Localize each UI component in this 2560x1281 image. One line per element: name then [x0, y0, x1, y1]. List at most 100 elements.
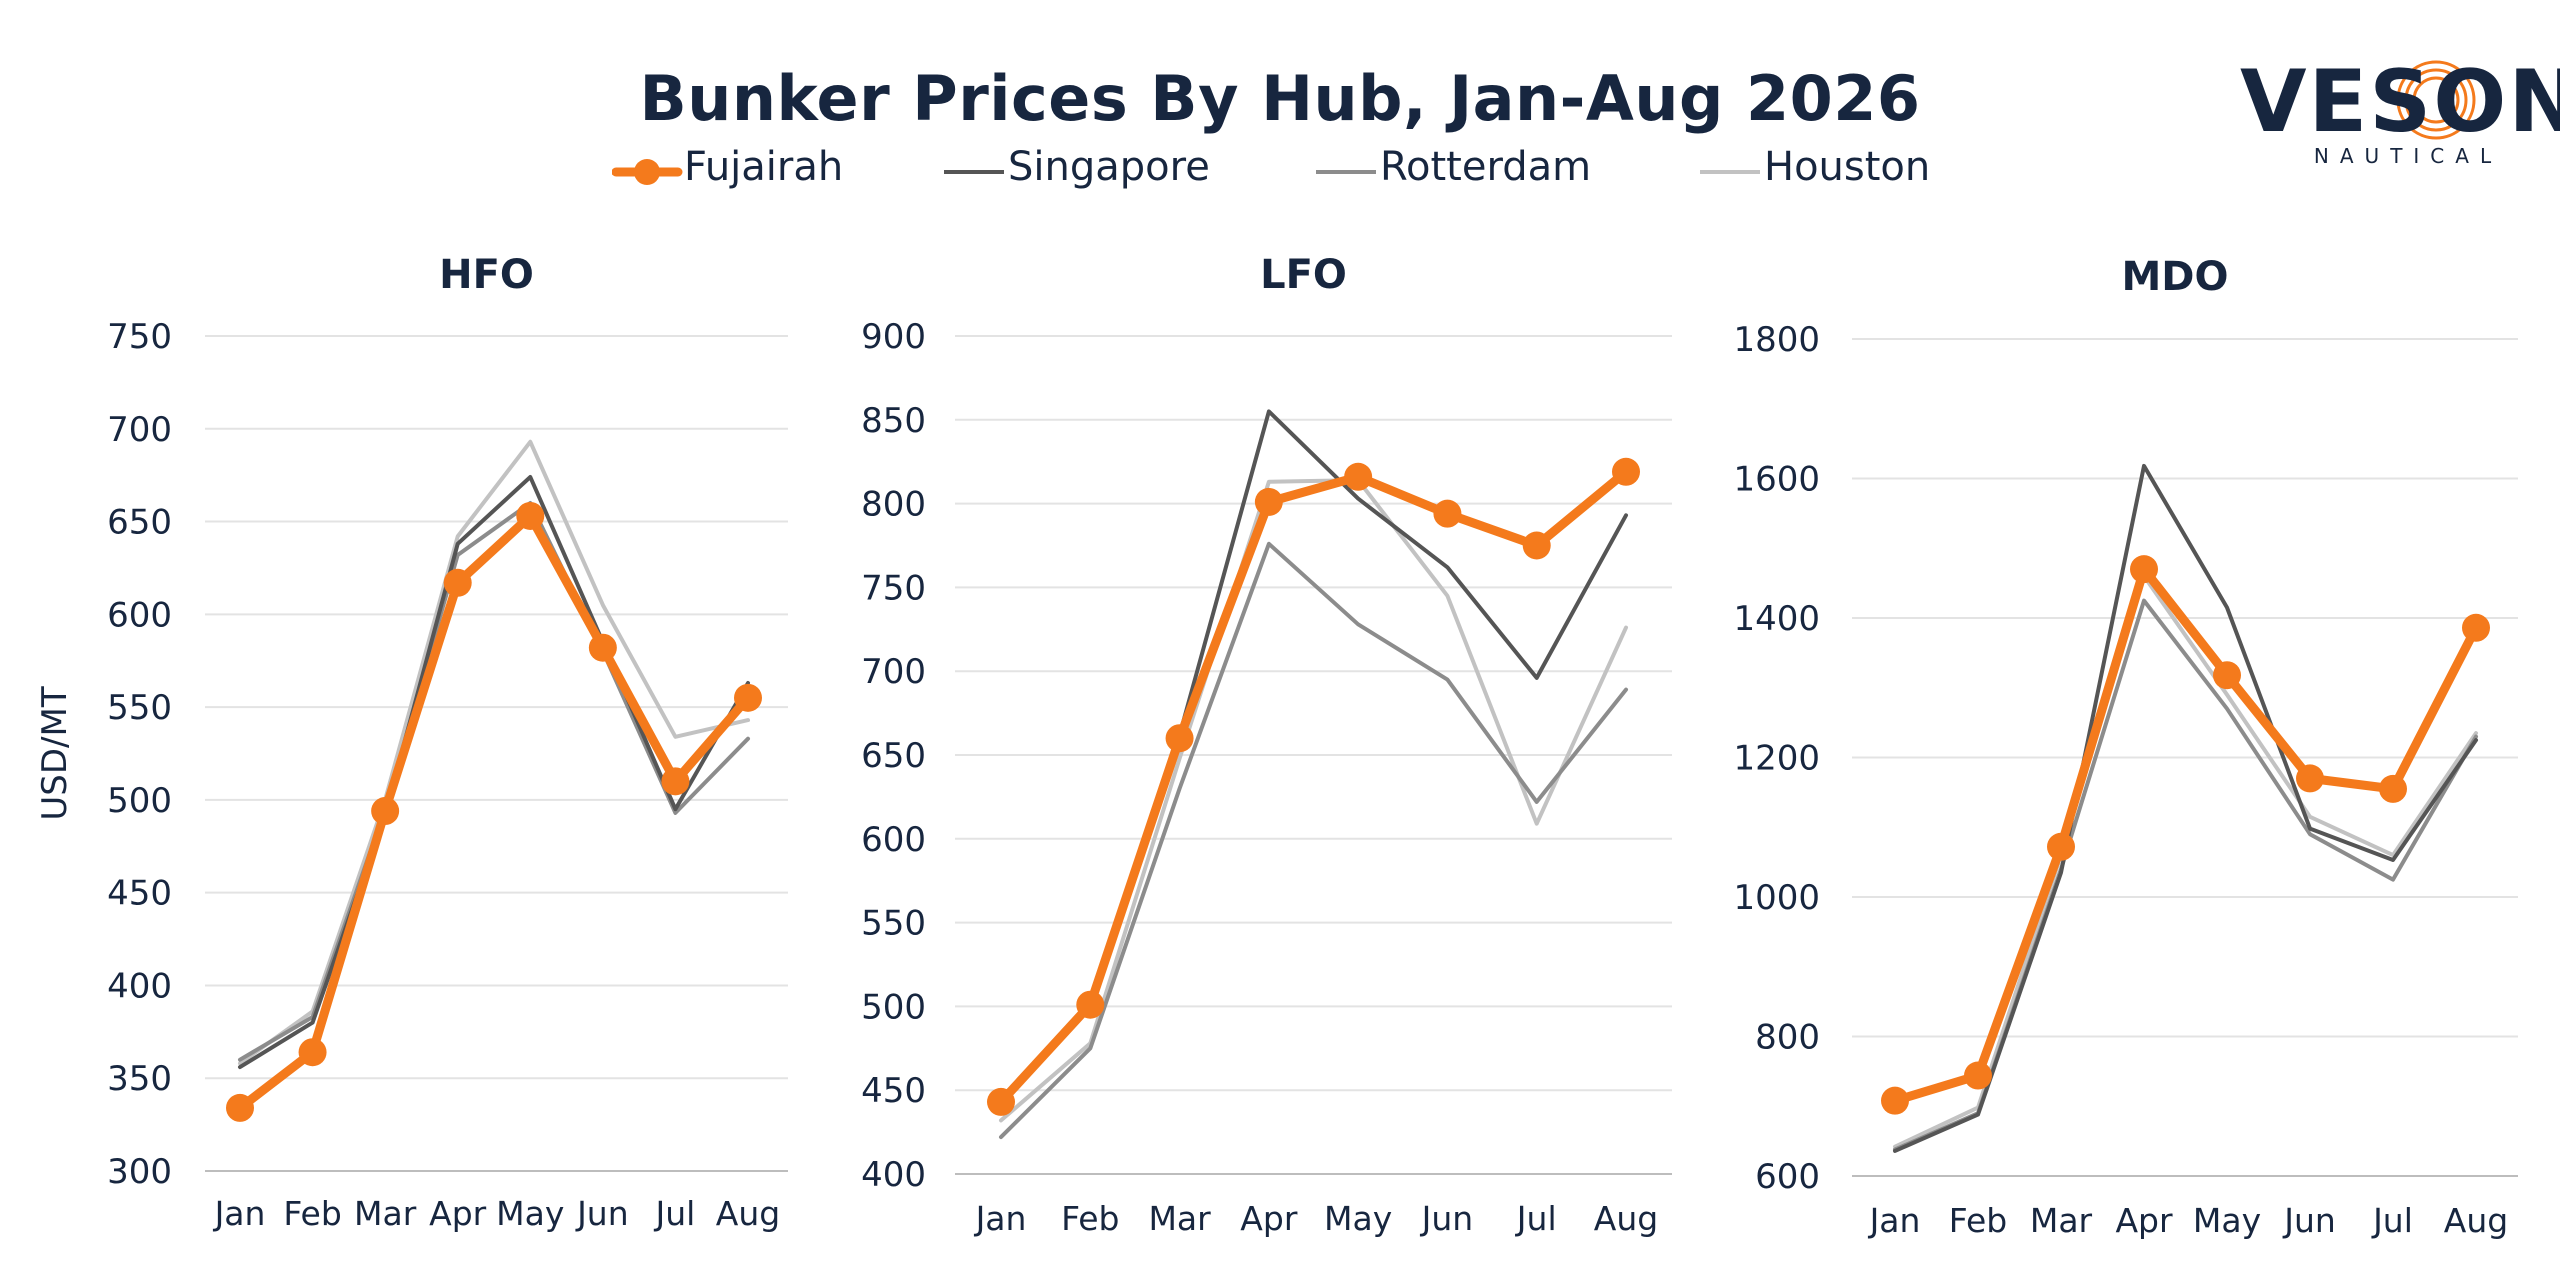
- y-tick-label: 400: [861, 1155, 926, 1195]
- data-point-fujairah: [1254, 487, 1283, 516]
- y-tick-label: 700: [861, 652, 926, 692]
- legend-marker-houston: [1700, 170, 1760, 174]
- panel-title-lfo: LFO: [1260, 252, 1347, 298]
- x-tick-label: Jun: [1420, 1199, 1474, 1238]
- series-line-fujairah: [235, 511, 753, 1113]
- data-point-fujairah: [1344, 462, 1373, 491]
- y-tick-label: 350: [107, 1059, 172, 1099]
- logo-ring-icon: [2396, 60, 2476, 140]
- series-line-houston: [1893, 574, 2478, 1149]
- panel-title-hfo: HFO: [439, 252, 534, 298]
- y-tick-label: 600: [107, 595, 172, 635]
- data-point-fujairah: [2379, 774, 2407, 803]
- x-tick-label: May: [2193, 1201, 2261, 1240]
- data-point-fujairah: [371, 797, 400, 826]
- series-line-houston: [238, 439, 750, 1066]
- veson-logo: VESON NAUTICAL: [2240, 52, 2560, 172]
- x-tick-label: Mar: [1148, 1199, 1211, 1238]
- y-tick-label: 850: [861, 401, 926, 441]
- logo-word: VESON: [2240, 52, 2560, 152]
- legend-label-rotterdam: Rotterdam: [1380, 144, 1592, 190]
- x-tick-label: Apr: [1240, 1199, 1298, 1238]
- data-point-fujairah: [588, 633, 617, 662]
- y-tick-label: 750: [861, 568, 926, 608]
- y-tick-label: 800: [1755, 1018, 1820, 1058]
- y-tick-label: 1400: [1733, 599, 1820, 639]
- y-tick-label: 550: [107, 688, 172, 728]
- x-tick-label: Jun: [575, 1194, 629, 1233]
- data-point-fujairah: [1881, 1086, 1909, 1115]
- data-point-fujairah: [1522, 531, 1551, 560]
- chart-title: Bunker Prices By Hub, Jan-Aug 2026: [639, 62, 1921, 135]
- y-tick-label: 1000: [1733, 878, 1820, 918]
- x-tick-label: Aug: [716, 1194, 780, 1233]
- data-point-fujairah: [1076, 990, 1105, 1019]
- data-point-fujairah: [2296, 764, 2324, 793]
- x-tick-label: Jan: [213, 1194, 266, 1233]
- x-tick-label: Jul: [654, 1194, 696, 1233]
- y-tick-label: 1800: [1733, 320, 1820, 360]
- legend-label-houston: Houston: [1764, 144, 1931, 190]
- x-tick-label: Jan: [1868, 1201, 1921, 1240]
- chart-panel-lfo: 400 450 500 550 600 650 700 750 800 850 900 Jan Feb M…: [861, 252, 1672, 1238]
- y-tick-label: 650: [861, 736, 926, 776]
- data-point-fujairah: [1612, 457, 1640, 486]
- series-line-fujairah: [996, 467, 1631, 1107]
- data-point-fujairah: [298, 1038, 327, 1067]
- y-tick-label: 750: [107, 317, 172, 357]
- data-point-fujairah: [987, 1087, 1015, 1116]
- legend-marker-fujairah: [612, 159, 683, 185]
- data-point-fujairah: [2047, 832, 2075, 861]
- logo-subtitle: NAUTICAL: [2313, 144, 2503, 168]
- y-tick-label: 300: [107, 1152, 172, 1192]
- data-point-fujairah: [2213, 661, 2241, 690]
- data-point-fujairah: [2462, 613, 2490, 642]
- y-tick-label: 450: [107, 874, 172, 914]
- legend: Fujairah Singapore Rotterdam Houston: [0, 140, 2560, 200]
- panel-title-mdo: MDO: [2121, 254, 2228, 300]
- x-tick-label: May: [1324, 1199, 1392, 1238]
- legend-label-fujairah: Fujairah: [684, 144, 844, 190]
- y-tick-label: 450: [861, 1071, 926, 1111]
- data-point-fujairah: [734, 683, 762, 712]
- y-tick-label: 500: [107, 781, 172, 821]
- x-tick-label: Jul: [2371, 1201, 2413, 1240]
- x-tick-label: Mar: [354, 1194, 417, 1233]
- series-line-singapore: [1893, 463, 2478, 1153]
- y-tick-label: 500: [861, 987, 926, 1027]
- x-tick-label: Mar: [2030, 1201, 2093, 1240]
- y-tick-label: 800: [861, 485, 926, 525]
- data-point-fujairah: [1964, 1061, 1992, 1090]
- series-line-rotterdam: [999, 541, 1628, 1140]
- x-tick-label: Feb: [283, 1194, 341, 1233]
- x-tick-label: Feb: [1061, 1199, 1119, 1238]
- x-tick-label: Jan: [974, 1199, 1027, 1238]
- x-tick-label: Aug: [2444, 1201, 2508, 1240]
- legend-marker-rotterdam: [1316, 170, 1376, 174]
- chart-panel-hfo: 300 350 400 450 500 550 600 650 700 750 Jan Feb Mar A…: [35, 252, 788, 1233]
- data-point-fujairah: [1165, 724, 1194, 753]
- data-point-fujairah: [226, 1093, 254, 1122]
- y-tick-label: 900: [861, 317, 926, 357]
- data-point-fujairah: [516, 501, 545, 530]
- x-tick-label: Jun: [2282, 1201, 2336, 1240]
- y-tick-label: 400: [107, 966, 172, 1006]
- y-axis-label: USD/MT: [35, 686, 75, 820]
- y-tick-label: 550: [861, 904, 926, 944]
- y-tick-label: 600: [1755, 1157, 1820, 1197]
- x-tick-label: Apr: [429, 1194, 487, 1233]
- y-tick-label: 600: [861, 820, 926, 860]
- x-tick-label: Aug: [1594, 1199, 1658, 1238]
- series-line-fujairah: [1890, 564, 2481, 1106]
- legend-marker-singapore: [944, 170, 1004, 174]
- data-point-fujairah: [661, 767, 690, 796]
- x-tick-label: Jul: [1515, 1199, 1557, 1238]
- y-tick-label: 1600: [1733, 460, 1820, 500]
- data-point-fujairah: [443, 568, 472, 597]
- legend-label-singapore: Singapore: [1008, 144, 1210, 190]
- x-tick-label: May: [496, 1194, 564, 1233]
- x-tick-label: Feb: [1949, 1201, 2007, 1240]
- x-tick-label: Apr: [2115, 1201, 2173, 1240]
- y-tick-label: 1200: [1733, 739, 1820, 779]
